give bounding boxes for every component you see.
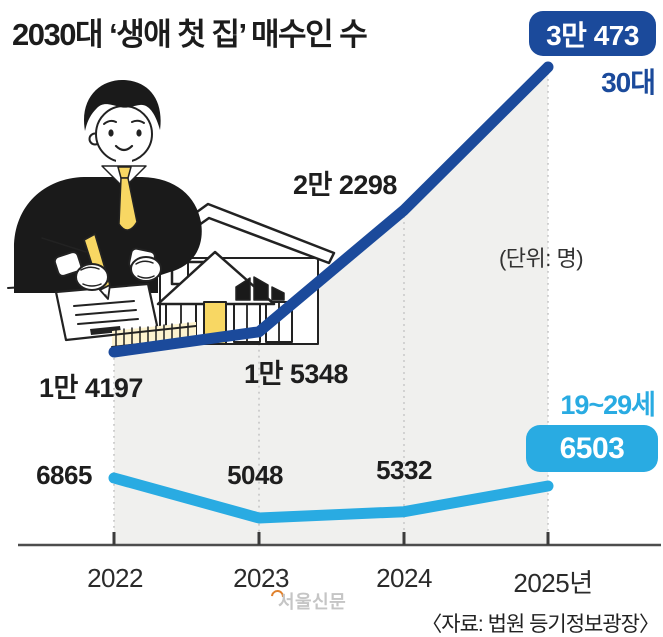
value-label-20s-2022: 6865 (36, 460, 92, 490)
fence-rail-top (111, 325, 197, 336)
unit-note: (단위: 명) (498, 246, 584, 271)
area-fill-30s (114, 67, 548, 544)
x-axis-label-2025: 2025년 (513, 568, 593, 598)
smile (114, 144, 134, 152)
value-badge-20s-text: 6503 (559, 431, 625, 465)
area-fill-layer (114, 67, 548, 544)
tie-blade (118, 177, 138, 231)
series-lines-layer (108, 61, 554, 524)
cuff-left (53, 251, 83, 277)
document-line (77, 318, 139, 325)
value-label-30s-2023: 1만 5348 (244, 359, 348, 389)
value-label-20s-2024: 5332 (376, 455, 432, 485)
guide-lines-layer (113, 67, 549, 545)
watermark: 서울신문 (278, 592, 347, 612)
document-line (75, 309, 137, 316)
x-axis-label-2022: 2022 (87, 563, 143, 593)
signing-person-house-illustration (7, 79, 336, 353)
hand-left-fingers (80, 266, 102, 287)
eye (136, 129, 142, 137)
house-attic-window-icon (235, 277, 251, 301)
hair (83, 79, 161, 131)
x-axis-label-2023: 2023 (233, 563, 289, 593)
series-line-30s (108, 61, 554, 358)
tie-knot (117, 166, 132, 179)
axis-layer (18, 532, 661, 547)
value-badge-30s-2025: 3만 473 (529, 11, 656, 56)
series-line-20s (108, 472, 554, 524)
pencil-lead (104, 294, 108, 299)
value-label-20s-2023: 5048 (227, 460, 283, 490)
eyebrow (103, 119, 117, 125)
eye (108, 129, 114, 137)
value-label-30s-2022: 1만 4197 (39, 373, 143, 403)
source-note: 〈자료: 법원 등기정보광장〉 (421, 613, 660, 636)
value-badge-30s-text: 3만 473 (546, 19, 639, 51)
motion-line (41, 237, 87, 253)
house-attic-window-icon (253, 276, 269, 301)
x-axis-label-2024: 2024 (376, 563, 432, 593)
neck (116, 158, 132, 169)
series-label-30s: 30대 (601, 67, 656, 98)
house-attic-window-icon (271, 286, 285, 301)
hand-right-fingers (135, 260, 155, 279)
hand-left (75, 263, 109, 291)
face (95, 105, 153, 163)
series-label-20s: 19~29세 (560, 390, 656, 420)
value-label-30s-2024: 2만 2298 (293, 170, 397, 200)
eyebrow (131, 119, 145, 124)
pencil-tip (99, 284, 111, 300)
document-line (73, 300, 135, 307)
page-title: 2030대 ‘생애 첫 집’ 매수인 수 (12, 17, 368, 52)
value-badge-20s-2025: 6503 (526, 425, 658, 472)
person-illustration (7, 79, 202, 342)
